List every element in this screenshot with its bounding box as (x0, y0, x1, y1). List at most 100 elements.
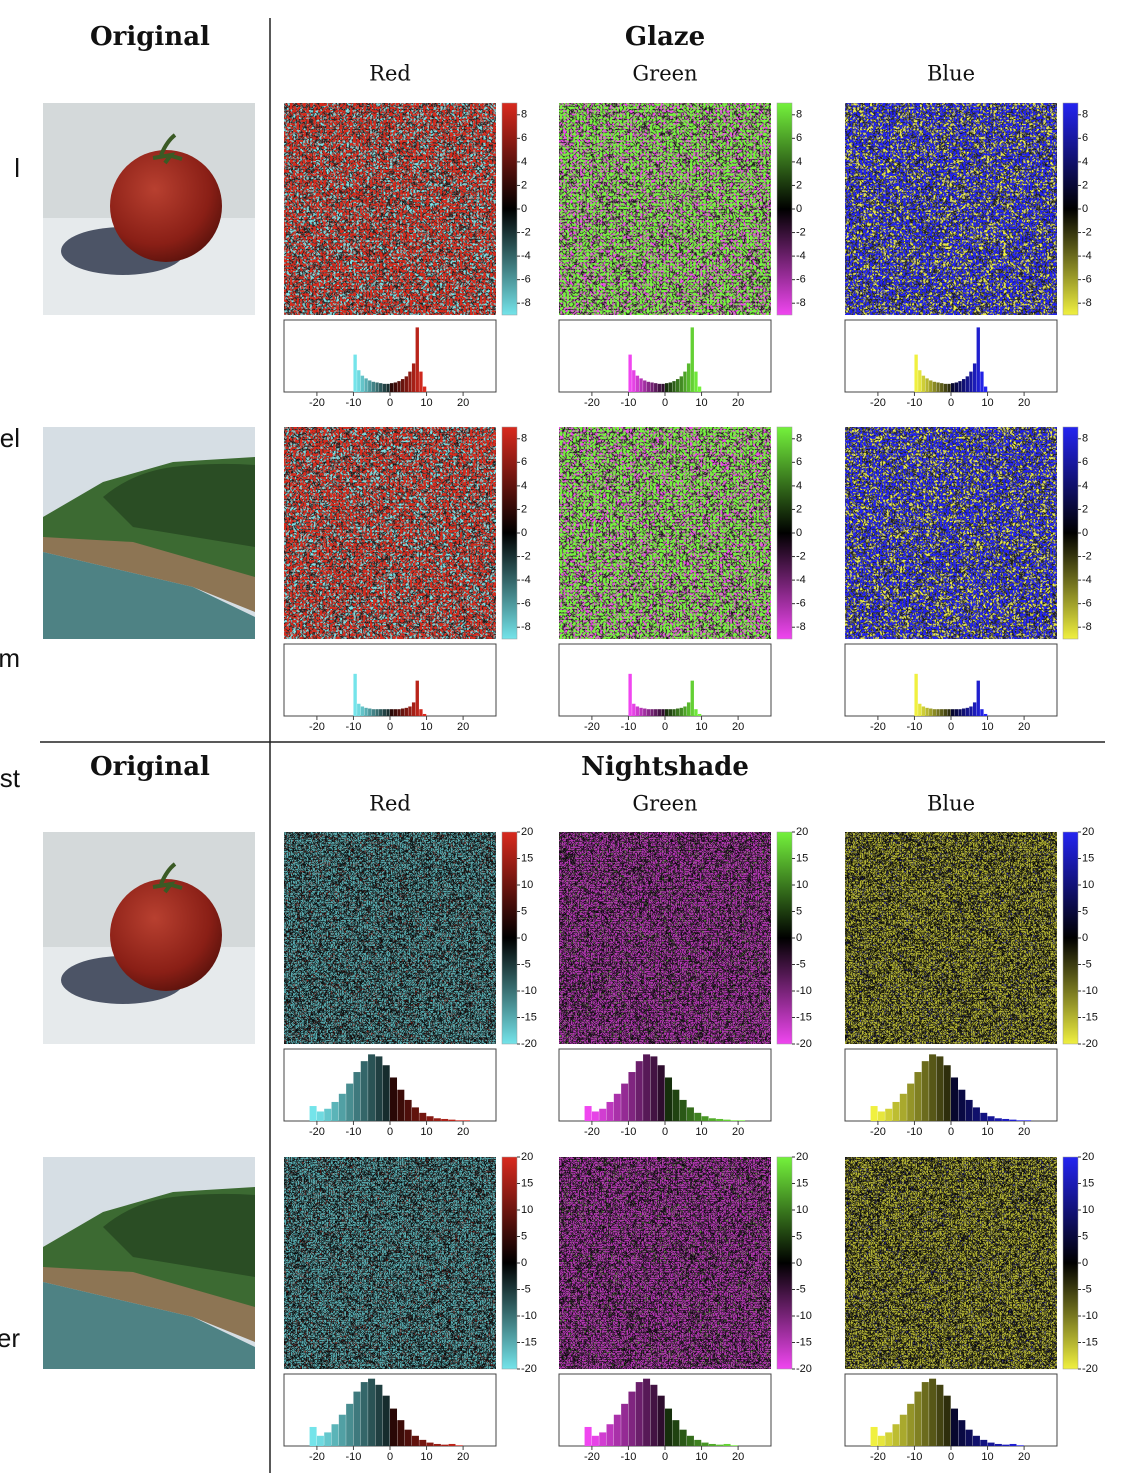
histogram-tick-label: -20 (309, 397, 325, 409)
histogram-bar (951, 709, 954, 716)
histogram-tick-label: 10 (695, 721, 707, 733)
histogram-bar (621, 1404, 628, 1446)
histogram-bar (969, 706, 972, 716)
colorbar-tick-label: 10 (796, 1204, 808, 1216)
histogram-bar (871, 1427, 878, 1446)
histogram-tick-label: -10 (345, 721, 361, 733)
colorbar-tick-label: 20 (1082, 826, 1094, 838)
histogram-bar (405, 1430, 412, 1446)
colorbar-tick-label: -20 (521, 1038, 537, 1050)
histogram-bar (368, 1379, 375, 1446)
histogram-bar (1009, 1444, 1016, 1446)
histogram-bar (405, 376, 408, 392)
histogram-bar (947, 384, 950, 392)
histogram-bar (324, 1432, 331, 1446)
histogram-bar (390, 1077, 397, 1121)
histogram-bar (962, 379, 965, 392)
histogram-bar (379, 709, 382, 716)
histogram-bar (397, 1090, 404, 1121)
histogram-tick-label: -20 (870, 1451, 886, 1463)
histogram-bar (353, 355, 356, 392)
histogram-tick-label: -10 (906, 1451, 922, 1463)
histogram-bar (416, 327, 419, 392)
histogram-bar (973, 1436, 980, 1446)
histogram-bar (709, 1118, 716, 1121)
histogram-bar (951, 383, 954, 392)
channel-label: Red (369, 62, 411, 86)
histogram-tick-label: 0 (662, 1126, 668, 1138)
histogram-bar (958, 709, 961, 716)
histogram-tick-label: 0 (948, 1126, 954, 1138)
colorbar-tick-label: -6 (796, 598, 806, 610)
histogram-bar (383, 384, 386, 392)
histogram-bar (599, 1109, 606, 1121)
histogram-tick-label: 0 (662, 1451, 668, 1463)
histogram-tick-label: 10 (695, 1451, 707, 1463)
histogram-bar (936, 1056, 943, 1121)
histogram-bar (639, 378, 642, 392)
histogram-bar (907, 1084, 914, 1121)
colorbar-tick-label: 4 (796, 156, 802, 168)
histogram-bar (918, 370, 921, 392)
histogram-bar (658, 709, 661, 716)
histogram-frame (284, 320, 496, 392)
histogram-bar (397, 709, 400, 716)
histogram-tick-label: -20 (309, 1126, 325, 1138)
histogram-bar (361, 1382, 368, 1446)
histogram-bar (419, 1113, 426, 1121)
colorbar-tick-label: 0 (1082, 932, 1088, 944)
histogram-bar (966, 1100, 973, 1121)
colorbar-tick-label: 4 (521, 156, 527, 168)
histogram-bar (922, 706, 925, 716)
colorbar-tick-label: 8 (521, 109, 527, 121)
colorbar-tick-label: 5 (796, 905, 802, 917)
colorbar-tick-label: -6 (521, 274, 531, 286)
histogram-tick-label: 0 (387, 397, 393, 409)
histogram-bar (977, 681, 980, 716)
colorbar-tick-label: -2 (1082, 550, 1092, 562)
histogram-bar (639, 708, 642, 716)
colorbar-tick-label: -20 (521, 1363, 537, 1375)
colorbar-tick-label: 5 (1082, 905, 1088, 917)
histogram-bar (878, 1111, 885, 1121)
histogram-bar (372, 709, 375, 716)
histogram-bar (357, 704, 360, 716)
colorbar (1063, 427, 1078, 639)
histogram-bar (332, 1424, 339, 1446)
colorbar-tick-label: 6 (1082, 456, 1088, 468)
histogram-bar (654, 383, 657, 392)
histogram-bar (966, 376, 969, 392)
histogram-bar (375, 709, 378, 716)
histogram-bar (1024, 1120, 1031, 1121)
histogram-bar (585, 1106, 592, 1121)
histogram-bar (958, 381, 961, 392)
perturbation-pos (284, 832, 496, 1044)
histogram-tick-label: -10 (345, 397, 361, 409)
histogram-tick-label: -20 (870, 397, 886, 409)
histogram-bar (731, 1120, 738, 1121)
colorbar-tick-label: 8 (1082, 109, 1088, 121)
histogram-bar (658, 384, 661, 392)
histogram-tick-label: 20 (732, 721, 744, 733)
histogram-bar (914, 355, 917, 392)
histogram-bar (933, 709, 936, 716)
histogram-tick-label: 20 (732, 397, 744, 409)
histogram-bar (922, 1382, 929, 1446)
histogram-tick-label: -10 (620, 1451, 636, 1463)
colorbar-tick-label: -4 (1082, 250, 1092, 262)
histogram-bar (607, 1102, 614, 1121)
histogram-bar (995, 1118, 1002, 1121)
histogram-bar (694, 1440, 701, 1446)
colorbar-tick-label: -15 (796, 1011, 812, 1023)
histogram-bar (456, 1445, 463, 1446)
histogram-bar (585, 1427, 592, 1446)
histogram-bar (716, 1445, 723, 1446)
histogram-bar (412, 363, 415, 392)
colorbar-tick-label: -10 (1082, 1310, 1098, 1322)
histogram-bar (669, 709, 672, 716)
colorbar-tick-label: 10 (521, 1204, 533, 1216)
histogram-bar (643, 380, 646, 392)
histogram-bar (680, 708, 683, 716)
histogram-bar (368, 1054, 375, 1121)
colorbar-tick-label: 2 (521, 503, 527, 515)
